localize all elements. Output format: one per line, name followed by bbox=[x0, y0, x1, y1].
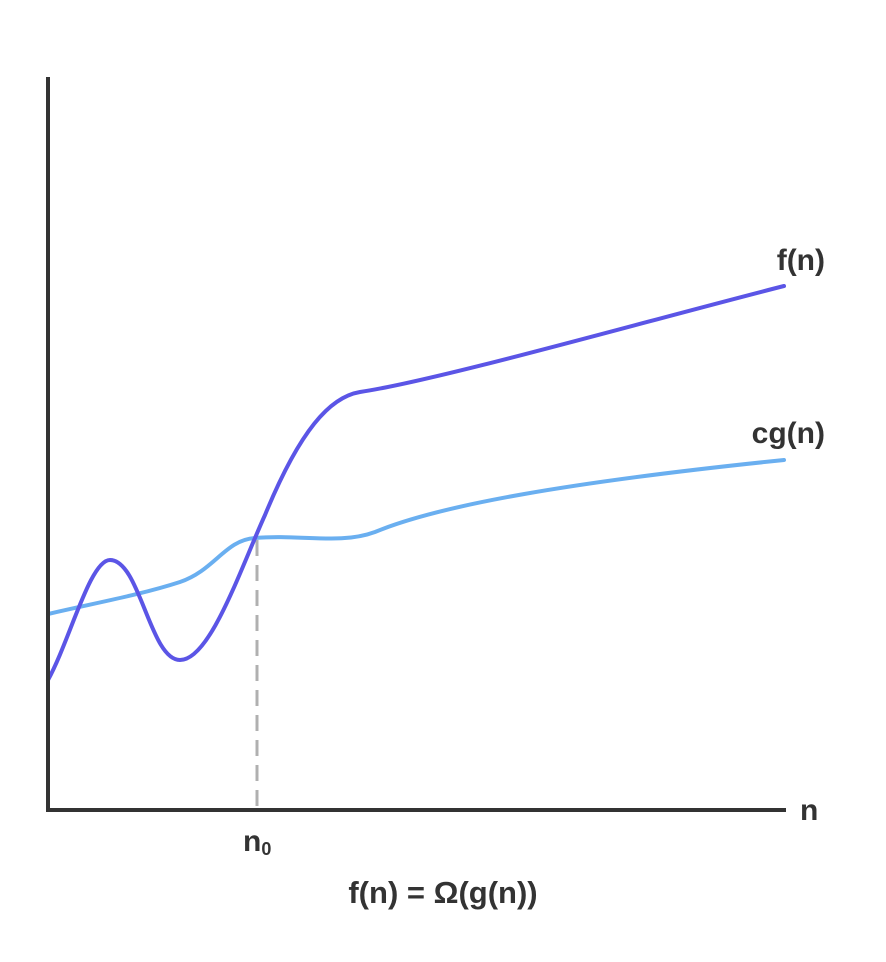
cg-curve-label: cg(n) bbox=[752, 417, 825, 450]
cg-curve bbox=[46, 458, 786, 616]
caption: f(n) = Ω(g(n)) bbox=[348, 875, 537, 910]
n0-label-base: n bbox=[243, 825, 261, 858]
x-axis-label: n bbox=[800, 794, 818, 827]
f-curve-label: f(n) bbox=[777, 244, 825, 277]
f-curve bbox=[46, 284, 786, 682]
n0-label-subscript: 0 bbox=[261, 839, 271, 859]
n0-label: n0 bbox=[243, 825, 271, 859]
